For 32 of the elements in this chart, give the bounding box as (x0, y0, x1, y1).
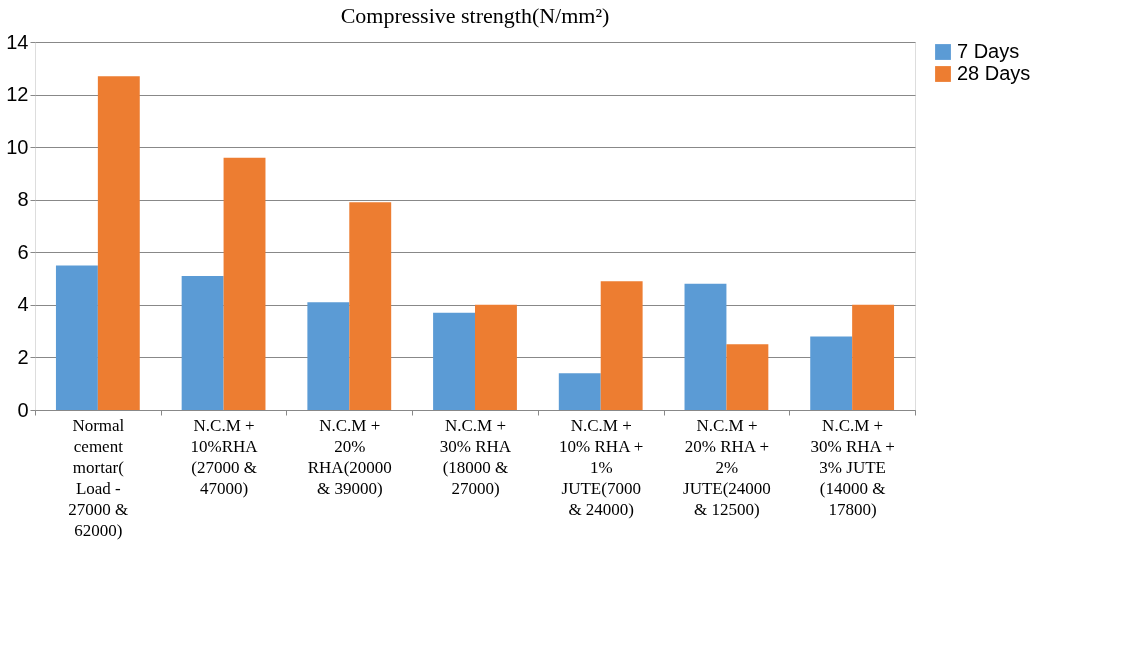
y-tick-label: 0 (17, 398, 29, 421)
bar (810, 336, 853, 410)
bar (684, 283, 727, 410)
y-tick-label: 2 (17, 345, 29, 368)
y-tick-label: 6 (17, 240, 29, 263)
bar (55, 265, 98, 410)
bar (475, 304, 517, 410)
x-tick-label: N.C.M + 30% RHA (18000 & 27000) (439, 415, 512, 498)
x-tick-label: N.C.M + 20% RHA + 2% JUTE(24000 & 12500) (683, 415, 771, 519)
bar (307, 302, 350, 410)
y-tick-label: 12 (6, 83, 29, 106)
x-tick-label: Normal cement mortar( Load - 27000 & 62000) (68, 415, 129, 540)
y-tick-label: 10 (6, 135, 29, 158)
bar (726, 344, 769, 410)
legend-label: 28 Days (957, 62, 1031, 84)
bar (349, 202, 392, 410)
bar (600, 281, 643, 410)
bar (433, 312, 475, 410)
bar (181, 275, 224, 410)
bar (223, 157, 266, 410)
y-tick-label: 4 (17, 293, 29, 316)
x-tick-label: N.C.M + 10% RHA + 1% JUTE(7000 & 24000) (559, 415, 644, 519)
y-tick-label: 14 (6, 30, 29, 53)
chart-title: Compressive strength(N/mm²) (340, 3, 610, 28)
y-tick-label: 8 (17, 188, 29, 211)
x-tick-label: N.C.M + 30% RHA + 3% JUTE (14000 & 17800) (810, 415, 895, 519)
x-tick-label: N.C.M + 10%RHA (27000 & 47000) (190, 415, 259, 498)
legend-label: 7 Days (957, 40, 1020, 62)
bar (558, 373, 601, 410)
bar (97, 76, 140, 410)
x-tick-label: N.C.M + 20% RHA(20000 & 39000) (307, 415, 392, 498)
bar (852, 304, 895, 410)
